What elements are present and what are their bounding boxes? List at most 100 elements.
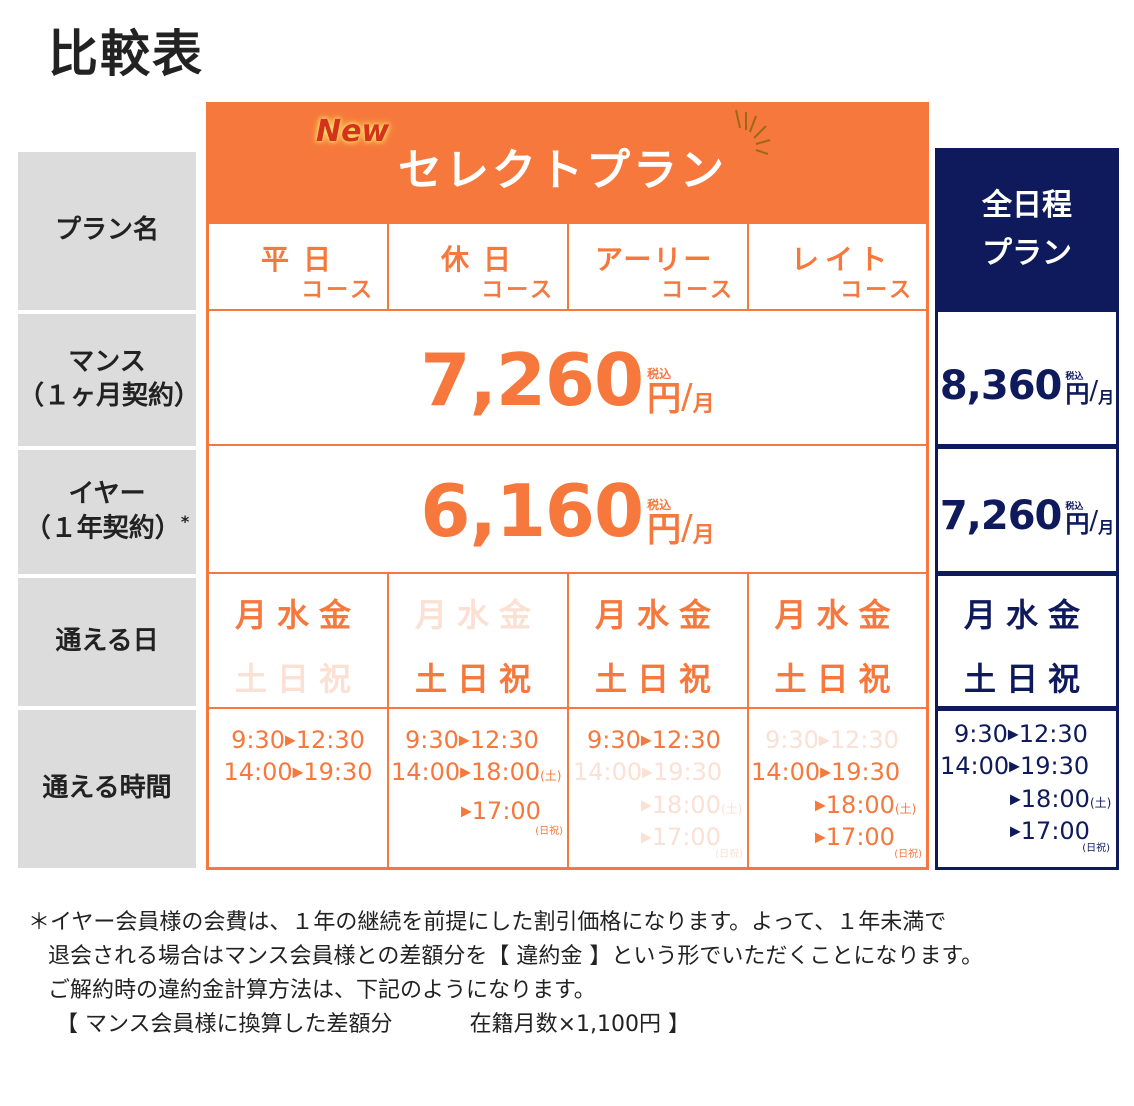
tax-label: 税込 (1065, 372, 1084, 382)
time-value: 14:00 (573, 758, 643, 787)
time-value: 19:30 (830, 758, 901, 787)
divider (209, 309, 926, 311)
all-day-plan-header: 全日程 プラン (935, 148, 1119, 312)
yen-label: 円 (1065, 380, 1090, 408)
time-value: 14:00 (223, 758, 293, 787)
days-holiday-course: 月水金 土日祝 (389, 590, 567, 700)
label-days: 通える日 (18, 578, 196, 706)
time-value: 18:00 (651, 790, 721, 819)
yen-label: 円 (647, 379, 682, 419)
course-early-name: アーリー (595, 243, 714, 276)
saturday-note: (土) (540, 769, 562, 784)
all-day-month-amount: 8,360 (939, 363, 1063, 409)
arrow-icon: ▶ (458, 732, 470, 749)
holiday-note: (日祝) (894, 848, 922, 860)
time-value: 9:30 (954, 720, 1008, 748)
course-late: レイト コース (749, 224, 926, 310)
time-value: 12:30 (651, 726, 721, 754)
course-weekday-name: 平日 (261, 243, 346, 276)
divider (387, 572, 389, 868)
days-weekend: 土日祝 (234, 660, 361, 698)
new-badge: New (316, 114, 390, 149)
course-holiday-suffix: コース (481, 278, 555, 303)
days-late-course: 月水金 土日祝 (749, 590, 926, 700)
all-day-month-cell (935, 312, 1119, 447)
select-month-price: 7,260 税込円 / 月 (209, 336, 926, 416)
time-value: 17:00 (825, 823, 895, 852)
time-value: 19:30 (303, 758, 373, 787)
all-day-title-line1: 全日程 (982, 188, 1072, 223)
time-value: 17:00 (651, 823, 721, 852)
all-day-title-line2: プラン (982, 236, 1072, 271)
arrow-icon: ▶ (640, 732, 652, 749)
course-holiday-name: 休日 (441, 243, 526, 276)
time-value: 12:30 (829, 726, 899, 754)
select-plan-body (206, 224, 929, 870)
time-value: 17:00 (1020, 817, 1090, 846)
days-weekday-course: 月水金 土日祝 (209, 590, 387, 700)
days-early-course: 月水金 土日祝 (569, 590, 747, 700)
days-weekday: 月水金 (594, 596, 721, 634)
time-value: 9:30 (231, 726, 285, 754)
slash: / (1089, 376, 1099, 407)
time-value: 18:00 (1020, 784, 1090, 813)
label-plan-name-text: プラン名 (54, 215, 159, 246)
all-day-days-cell (935, 573, 1119, 709)
footnote-line1: ＊イヤー会員様の会費は、１年の継続を前提にした割引価格になります。よって、１年未… (28, 910, 947, 935)
tax-label: 税込 (647, 367, 672, 381)
footnote-line3: ご解約時の違約金計算方法は、下記のようになります。 (48, 978, 596, 1004)
tax-label: 税込 (1065, 502, 1084, 512)
course-weekday-suffix: コース (301, 278, 375, 303)
per-month: 月 (1098, 518, 1115, 537)
all-day-month-price: 8,360 税込円 / 月 (938, 356, 1116, 406)
arrow-icon: ▶ (1007, 726, 1019, 743)
divider (209, 444, 926, 446)
times-early-course: 9:30▶12:30 14:00▶19:30 ▶18:00(土) ▶17:00 … (569, 724, 747, 860)
arrow-icon: ▶ (820, 764, 831, 781)
course-late-name: レイト (791, 243, 894, 276)
label-hours: 通える時間 (18, 710, 196, 868)
per-month: 月 (1098, 388, 1115, 407)
days-weekend: 土日祝 (774, 660, 901, 698)
holiday-note: (日祝) (715, 848, 743, 860)
all-day-hours-cell (935, 708, 1119, 870)
divider (567, 572, 569, 868)
arrow-icon: ▶ (641, 797, 652, 814)
arrow-icon: ▶ (292, 764, 304, 781)
course-early-suffix: コース (661, 278, 735, 303)
select-month-amount: 7,260 (420, 338, 644, 422)
slash: / (681, 507, 693, 548)
days-all-day-plan: 月水金 土日祝 (938, 590, 1116, 700)
all-day-year-price: 7,260 税込円 / 月 (938, 486, 1116, 536)
course-weekday: 平日 コース (209, 224, 389, 310)
label-month-line1: マンス (68, 347, 146, 378)
holiday-note: (日祝) (1082, 842, 1110, 854)
label-year-line1: イヤー (68, 478, 146, 509)
label-month: マンス （１ヶ月契約） (18, 314, 200, 446)
days-weekend: 土日祝 (963, 660, 1090, 698)
time-value: 14:00 (940, 752, 1010, 781)
time-value: 18:00 (470, 758, 541, 787)
page-title: 比較表 (48, 25, 204, 83)
arrow-icon: ▶ (815, 797, 826, 814)
tax-label: 税込 (647, 498, 672, 512)
all-day-year-amount: 7,260 (939, 493, 1063, 539)
holiday-note: (日祝) (535, 826, 563, 838)
days-weekend: 土日祝 (594, 660, 721, 698)
times-all-day-plan: 9:30▶12:30 14:00▶19:30 ▶18:00(土) ▶17:00 … (938, 718, 1116, 854)
course-late-suffix: コース (840, 278, 914, 303)
days-weekend: 土日祝 (414, 660, 541, 698)
sparkle-icon (735, 109, 771, 155)
divider (747, 572, 749, 868)
yen-label: 円 (1065, 510, 1090, 538)
times-holiday-course: 9:30▶12:30 14:00▶18:00(土) ▶17:00 (日祝) (389, 724, 567, 837)
days-weekday: 月水金 (963, 596, 1090, 634)
per-month: 月 (692, 392, 715, 417)
saturday-note: (土) (1089, 795, 1112, 810)
days-weekday: 月水金 (234, 596, 361, 634)
select-year-price: 6,160 税込円 / 月 (209, 467, 926, 547)
arrow-icon: ▶ (1009, 758, 1020, 775)
arrow-icon: ▶ (815, 829, 826, 846)
all-day-year-cell (935, 446, 1119, 574)
label-days-text: 通える日 (55, 626, 159, 657)
